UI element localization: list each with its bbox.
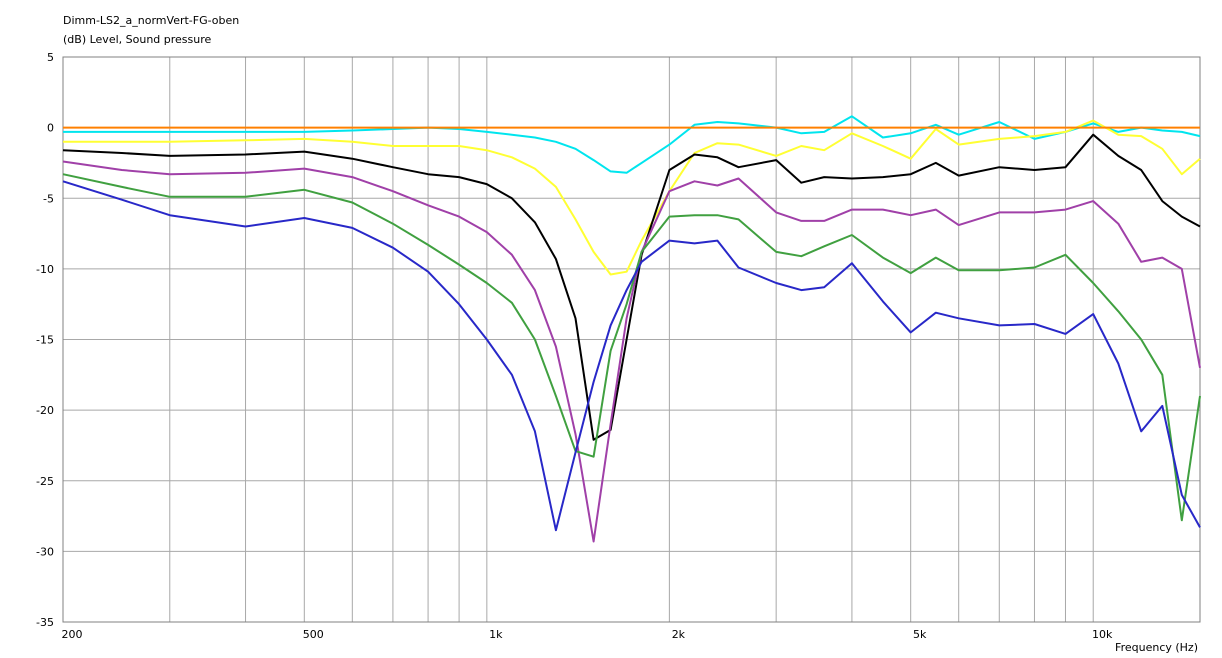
chart-title: Dimm-LS2_a_normVert-FG-oben bbox=[63, 14, 239, 27]
y-tick-label: -25 bbox=[36, 475, 54, 488]
x-tick-label: 2k bbox=[672, 628, 686, 641]
y-axis-label: (dB) Level, Sound pressure bbox=[63, 33, 212, 46]
y-tick-label: -30 bbox=[36, 545, 54, 558]
y-tick-label: -15 bbox=[36, 334, 54, 347]
plot-border bbox=[62, 56, 1201, 623]
series-line bbox=[62, 180, 1201, 532]
y-tick-label: -20 bbox=[36, 404, 54, 417]
series-line bbox=[62, 173, 1201, 522]
y-tick-label: -10 bbox=[36, 263, 54, 276]
series-line bbox=[62, 133, 1201, 441]
y-tick-label: -5 bbox=[43, 192, 54, 205]
y-tick-label: -35 bbox=[36, 616, 54, 629]
y-tick-label: 5 bbox=[47, 51, 54, 64]
x-tick-label: 500 bbox=[303, 628, 324, 641]
x-tick-label: 5k bbox=[913, 628, 927, 641]
series-line bbox=[62, 160, 1201, 543]
y-tick-label: 0 bbox=[47, 122, 54, 135]
x-tick-label: 10k bbox=[1092, 628, 1113, 641]
x-axis-label: Frequency (Hz) bbox=[1115, 641, 1198, 654]
x-tick-label: 1k bbox=[489, 628, 503, 641]
x-tick-label: 200 bbox=[62, 628, 83, 641]
series-line bbox=[63, 119, 1201, 276]
series-line bbox=[63, 115, 1201, 174]
